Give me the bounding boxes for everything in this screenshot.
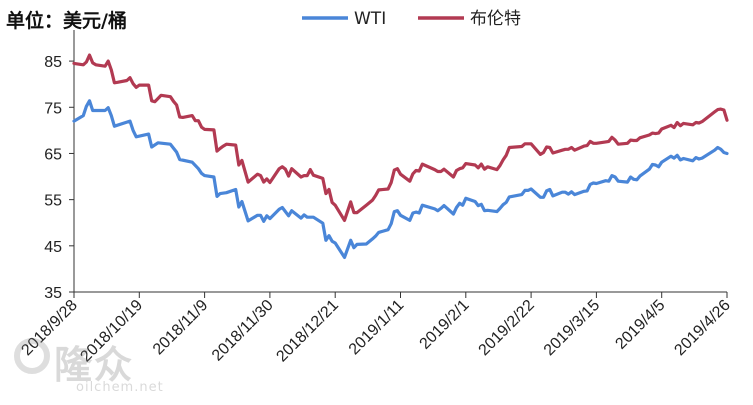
watermark-logo-icon [14, 338, 50, 374]
chart-legend: WTI 布伦特 [302, 9, 521, 29]
x-tick-label: 2019/1/11 [346, 297, 408, 359]
y-tick-label: 45 [44, 239, 62, 256]
series-line-布伦特 [72, 53, 729, 222]
y-tick-label: 85 [44, 54, 62, 71]
x-tick-label: 2019/2/22 [476, 297, 538, 359]
series-line-WTI [72, 99, 729, 259]
y-tick-label: 55 [44, 193, 62, 210]
x-tick-label: 2018/12/21 [273, 297, 342, 366]
watermark: 隆众 oilchem.net [14, 334, 204, 400]
x-tick-label: 2019/4/26 [671, 297, 733, 359]
x-tick-label: 2018/11/30 [209, 297, 277, 365]
y-tick-label: 65 [44, 146, 62, 163]
x-tick-label: 2019/3/15 [541, 297, 603, 359]
legend-label: WTI [354, 9, 386, 29]
x-tick-label: 2019/2/1 [417, 297, 473, 353]
watermark-brand: 隆众 [54, 343, 135, 387]
watermark-domain: oilchem.net [76, 380, 164, 395]
legend-label: 布伦特 [470, 9, 521, 29]
y-axis-unit-label: 单位：美元/桶 [6, 10, 127, 32]
y-tick-label: 35 [44, 285, 62, 302]
chart-series-lines [72, 53, 729, 259]
y-tick-label: 75 [44, 100, 62, 117]
x-tick-label: 2019/4/5 [612, 297, 668, 353]
